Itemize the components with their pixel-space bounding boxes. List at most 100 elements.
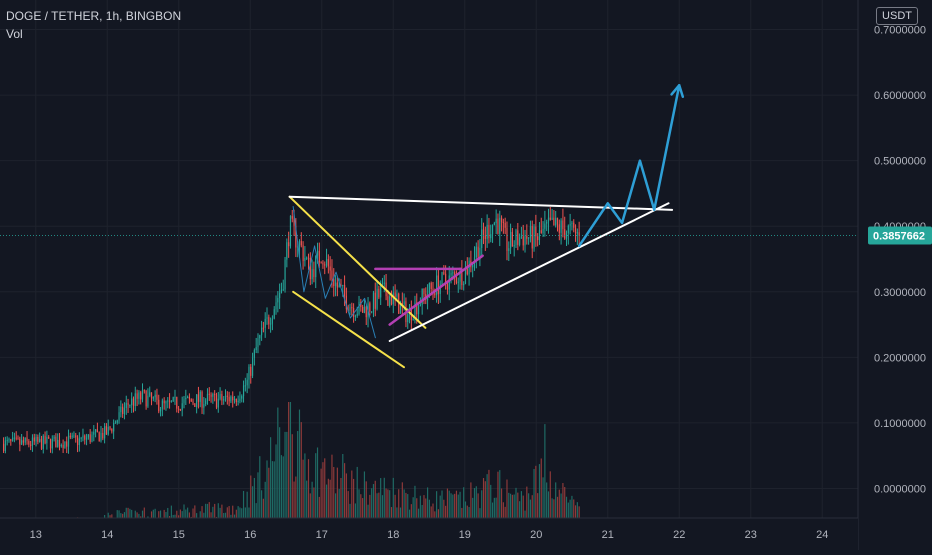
volume-bar — [576, 502, 578, 526]
volume-bar — [336, 467, 338, 526]
candle-body — [432, 288, 434, 291]
candle-body — [499, 217, 501, 234]
candle-body — [93, 431, 95, 435]
volume-bar — [322, 462, 324, 526]
projection-path — [577, 83, 681, 248]
volume-bar — [304, 453, 306, 526]
candle-body — [230, 396, 232, 402]
candle-body — [551, 217, 553, 220]
candle-body — [42, 435, 44, 449]
volume-bar — [454, 493, 456, 526]
candle-body — [340, 285, 342, 287]
candle-body — [261, 327, 263, 336]
candle-body — [136, 393, 138, 399]
candle-body — [284, 259, 286, 290]
candle-body — [520, 236, 522, 238]
candle-body — [28, 441, 30, 445]
candle-body — [17, 437, 19, 439]
candle-body — [372, 292, 375, 312]
volume-bar — [513, 494, 515, 526]
candle-body — [84, 435, 86, 440]
candle-body — [450, 272, 452, 276]
candle-body — [468, 260, 470, 275]
drawings — [288, 83, 685, 369]
volume-bar — [569, 499, 571, 526]
volume-bar — [490, 484, 492, 526]
triangle-top-line — [288, 195, 674, 211]
candle-body — [399, 302, 402, 314]
candle-body — [537, 236, 539, 241]
candle-body — [199, 391, 201, 402]
volume-bar — [239, 507, 241, 526]
candle-body — [300, 241, 302, 246]
candle-body — [463, 283, 465, 286]
volume-bar — [529, 499, 532, 526]
volume-bar — [443, 499, 445, 526]
candle-body — [380, 287, 382, 298]
volume-bar — [226, 507, 228, 526]
volume-bar — [316, 447, 319, 526]
volume-bar — [127, 507, 129, 526]
volume-bar — [531, 495, 533, 526]
candle-body — [417, 305, 420, 315]
candle-body — [280, 289, 283, 293]
candle-body — [134, 393, 136, 406]
volume-bar — [567, 502, 569, 526]
volume-bar — [315, 453, 317, 526]
candle-body — [156, 394, 158, 400]
time-tick-label: 14 — [101, 529, 113, 541]
candle-body — [526, 235, 528, 239]
candle-body — [237, 400, 239, 403]
candle-body — [295, 225, 297, 248]
volume-bar — [237, 506, 239, 526]
volume-bar — [266, 460, 268, 526]
volume-bar — [194, 505, 196, 526]
candle-body — [242, 385, 245, 397]
candle-body — [353, 308, 355, 317]
candle-body — [89, 434, 91, 442]
volume-bar — [349, 503, 351, 526]
candle-body — [298, 241, 301, 247]
volume-bar — [396, 507, 398, 526]
candle-body — [163, 400, 165, 404]
candle-body — [226, 395, 228, 397]
volume-bar — [445, 505, 447, 526]
volume-bar — [560, 493, 562, 526]
candle-body — [253, 350, 255, 358]
candle-body — [517, 230, 519, 245]
candle-body — [194, 403, 196, 407]
volume-bar — [389, 490, 391, 526]
candle-body — [428, 282, 430, 295]
candle-body — [221, 393, 223, 401]
candle-body — [490, 234, 492, 239]
volume-bar — [298, 409, 301, 526]
volume-bar — [129, 508, 131, 526]
volume-bar — [167, 507, 169, 526]
candle-body — [8, 439, 10, 441]
candle-body — [491, 224, 494, 235]
currency-button[interactable]: USDT — [876, 7, 918, 25]
volume-bar — [333, 467, 335, 526]
candle-body — [356, 313, 358, 316]
candle-body — [547, 217, 550, 223]
candle-body — [416, 302, 418, 315]
candle-body — [80, 437, 82, 439]
volume-bar — [369, 494, 371, 526]
volume-bar — [356, 466, 358, 526]
candle-body — [21, 440, 23, 445]
candle-body — [316, 250, 319, 256]
candle-body — [129, 405, 131, 407]
candle-body — [217, 398, 219, 408]
volume-bar — [241, 508, 243, 526]
volume-bar — [288, 401, 290, 526]
candle-body — [183, 399, 185, 404]
volume-bar — [392, 477, 394, 526]
volume-bar — [232, 505, 234, 526]
candle-body — [132, 398, 135, 406]
current-price-badge-bg — [868, 226, 932, 245]
volume-bar — [394, 494, 396, 526]
candle-body — [351, 307, 353, 309]
